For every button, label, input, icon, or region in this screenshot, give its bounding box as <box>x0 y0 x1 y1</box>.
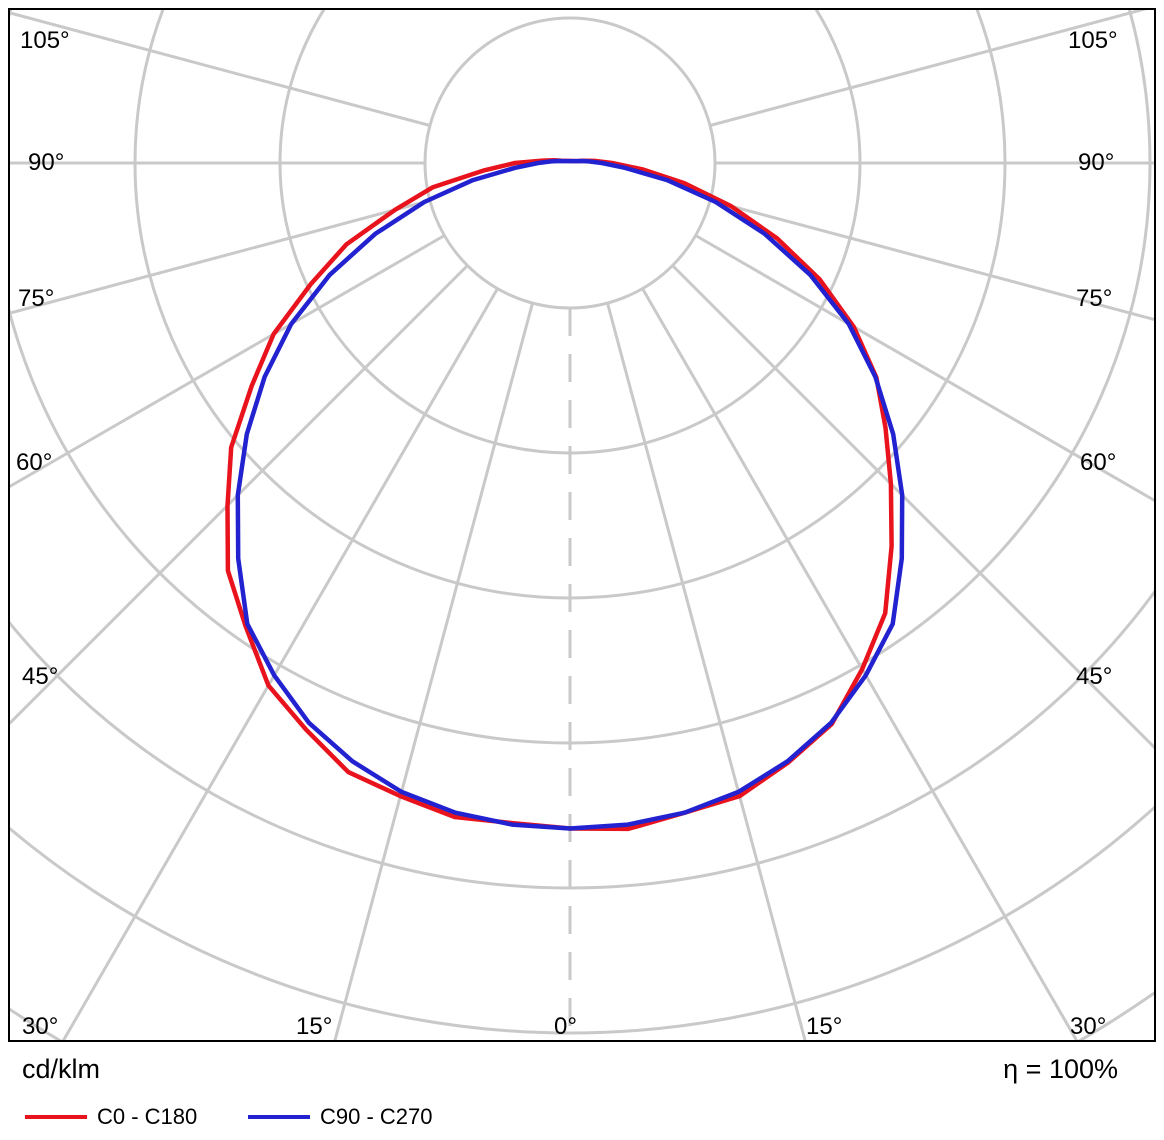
grid-radial-15 <box>333 302 534 1040</box>
grid-ring <box>10 589 1154 890</box>
angle-label: 15° <box>296 1013 332 1040</box>
angle-label: 60° <box>16 449 52 476</box>
plot-frame <box>8 8 1156 1042</box>
angle-label: 45° <box>22 663 58 690</box>
angle-label: 90° <box>28 149 64 176</box>
grid-ring <box>278 10 862 455</box>
grid-ring <box>10 805 1154 1035</box>
angle-label: 75° <box>18 285 54 312</box>
grid-radial-30 <box>641 287 1079 1040</box>
grid-radial-45 <box>671 264 1154 750</box>
curve-c90-c270 <box>235 158 905 831</box>
angle-label: 0° <box>554 1013 577 1040</box>
angle-label: 60° <box>1080 449 1116 476</box>
angle-label: 105° <box>1068 27 1118 54</box>
grid-radial-15 <box>606 302 807 1040</box>
grid-radial-105 <box>709 10 1147 127</box>
angle-label: 30° <box>22 1013 58 1040</box>
angle-labels: 105° 90° 75° 60° 45° 30° 15° 0° 15° 30° 45° 60° 75° 9… <box>16 27 1118 1040</box>
grid-radial-75 <box>709 199 1154 322</box>
legend-line-red-icon <box>25 1115 87 1119</box>
angle-label: 90° <box>1078 149 1114 176</box>
angle-label: 45° <box>1076 663 1112 690</box>
legend-item-c90-c270: C90 - C270 <box>248 1104 433 1130</box>
grid-radial-45 <box>10 264 469 726</box>
intensity-curves <box>225 157 905 832</box>
angle-label: 30° <box>1070 1013 1106 1040</box>
legend-line-blue-icon <box>248 1115 310 1119</box>
grid-ring <box>10 10 1152 745</box>
grid-radial-30 <box>61 287 499 1040</box>
legend-label: C90 - C270 <box>320 1104 433 1129</box>
units-label: cd/klm <box>22 1054 101 1084</box>
angle-label: 15° <box>806 1013 842 1040</box>
grid-radial-60 <box>694 234 1154 502</box>
efficiency-label: η = 100% <box>1003 1054 1118 1084</box>
legend-label: C0 - C180 <box>97 1104 198 1129</box>
grid-radial-75 <box>10 199 431 315</box>
grid-radial-105 <box>10 11 431 127</box>
grid-radial-60 <box>10 234 446 489</box>
legend-item-c0-c180: C0 - C180 <box>25 1104 197 1130</box>
angle-label: 105° <box>20 27 70 54</box>
angle-label: 75° <box>1076 285 1112 312</box>
